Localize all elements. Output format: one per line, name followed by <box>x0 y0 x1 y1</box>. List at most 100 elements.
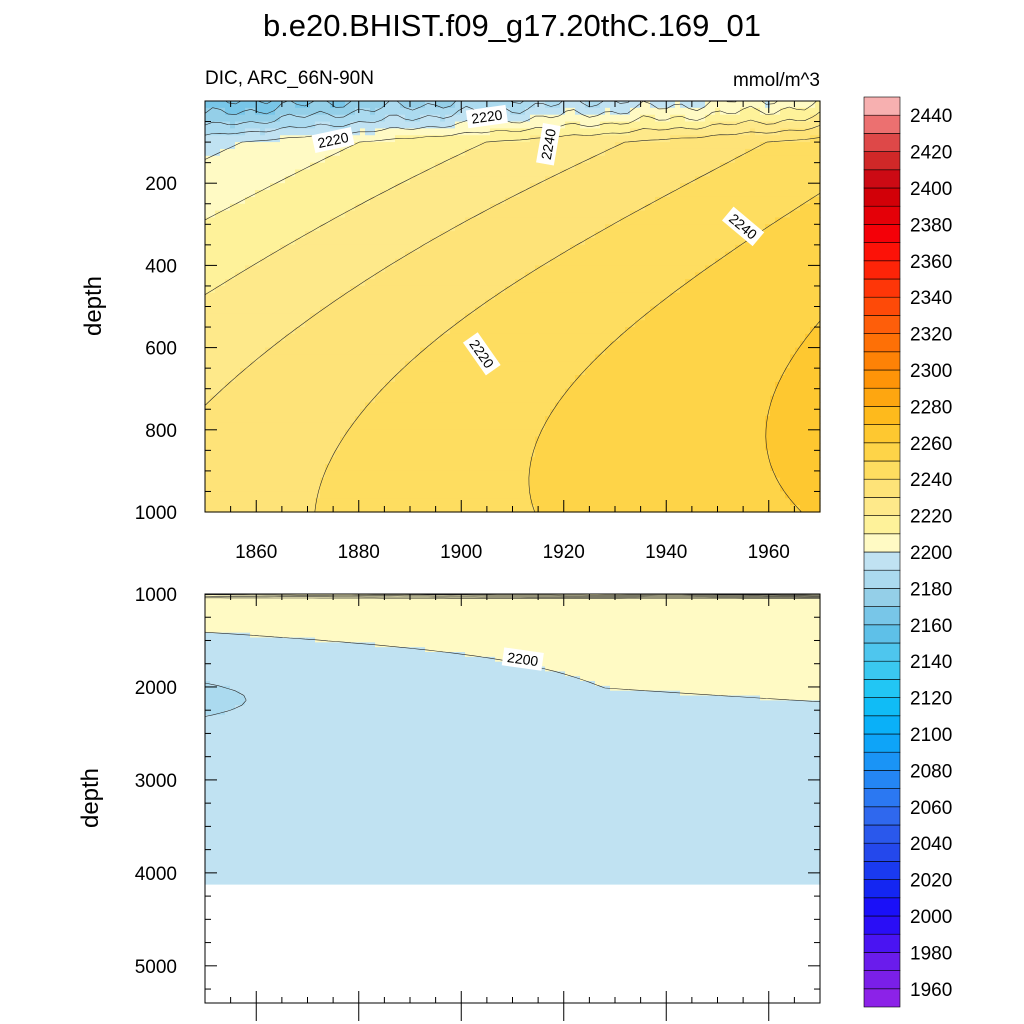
variable-region-label: DIC, ARC_66N-90N <box>205 68 374 89</box>
lower-panel: 2200 1000 2000 3000 4000 5000 <box>135 585 821 1021</box>
colorbar-box <box>863 187 901 207</box>
contour-label: 2220 <box>465 104 508 129</box>
contour-line-2260 <box>765 320 821 513</box>
colorbar-box <box>863 114 901 134</box>
x-tick-label: 1940 <box>645 542 687 563</box>
contour-label-text: 2240 <box>538 127 559 161</box>
contour-label: 2220 <box>311 127 355 153</box>
colorbar-box <box>863 733 901 753</box>
colorbar-label: 2020 <box>910 871 952 892</box>
y-axis: 1000 2000 3000 4000 5000 <box>135 585 820 990</box>
colorbar-box <box>863 533 901 553</box>
contour-label: 2200 <box>501 647 544 671</box>
contour-label-text: 2200 <box>506 649 539 669</box>
colorbar-box <box>863 624 901 644</box>
colorbar-box <box>863 133 901 152</box>
y-tick-label: 1000 <box>135 585 177 606</box>
x-tick-label: 1900 <box>440 542 482 563</box>
x-tick-label: 1920 <box>543 542 585 563</box>
colorbar-label: 2120 <box>910 689 952 710</box>
x-axis <box>204 594 821 1021</box>
colorbar-box <box>863 424 901 444</box>
contour-line-2240 <box>314 137 821 513</box>
y-tick-label: 3000 <box>135 771 177 792</box>
colorbar-label: 2380 <box>910 215 952 236</box>
contour-line-2230 <box>204 125 821 406</box>
colorbar-label: 2160 <box>910 616 952 637</box>
colorbar-box <box>863 842 901 862</box>
colorbar-label: 1960 <box>910 980 952 1001</box>
colorbar-box <box>863 460 901 480</box>
colorbar-box <box>863 478 901 498</box>
contour-line-2220 <box>204 111 821 296</box>
colorbar-box <box>863 988 901 1008</box>
colorbar-label: 2280 <box>910 397 952 418</box>
colorbar-box <box>863 278 901 298</box>
x-tick-label: 1860 <box>235 542 277 563</box>
colorbar-box <box>863 915 901 935</box>
colorbar-box <box>863 933 901 953</box>
contour-line-2250 <box>528 193 821 513</box>
contour-line-2220 <box>204 595 820 598</box>
y-axis: 200 400 600 800 1000 <box>135 100 820 524</box>
colorbar-box <box>863 642 901 662</box>
colorbar-label: 2000 <box>910 907 952 928</box>
colorbar-box <box>863 897 901 917</box>
colorbar-label: 2260 <box>910 434 952 455</box>
colorbar-box <box>863 406 901 425</box>
y-tick-label: 1000 <box>135 503 177 524</box>
colorbar-box <box>863 296 901 316</box>
colorbar-box <box>863 96 901 116</box>
colorbar-box <box>863 315 901 334</box>
x-tick-label: 1880 <box>338 542 380 563</box>
colorbar-box <box>863 770 901 789</box>
x-tick-label: 1960 <box>748 542 790 563</box>
contour-line-2210 <box>205 597 820 599</box>
contour-label-text: 2220 <box>470 106 503 126</box>
colorbar-box <box>863 788 901 808</box>
colorbar-box <box>863 169 901 189</box>
colorbar-box <box>863 333 901 353</box>
y-tick-label: 5000 <box>135 957 177 978</box>
y-tick-label: 200 <box>145 174 177 195</box>
y-tick-label: 400 <box>145 256 177 277</box>
colorbar-label: 2420 <box>910 143 952 164</box>
colorbar-label: 2080 <box>910 761 952 782</box>
colorbar-box <box>863 442 901 462</box>
contour-fill <box>205 101 821 513</box>
y-tick-label: 2000 <box>135 678 177 699</box>
contour-label-text: 2220 <box>316 129 350 151</box>
colorbar-label: 2340 <box>910 288 952 309</box>
contour-line-2200 <box>204 631 821 702</box>
figure-title: b.e20.BHIST.f09_g17.20thC.169_01 <box>263 8 761 43</box>
colorbar-box <box>863 151 901 171</box>
colorbar-label: 1980 <box>910 943 952 964</box>
y-tick-label: 4000 <box>135 864 177 885</box>
colorbar-label: 2180 <box>910 579 952 600</box>
colorbar-box <box>863 569 901 589</box>
contour-fill <box>205 594 821 885</box>
colorbar-label: 2440 <box>910 106 952 127</box>
colorbar-box <box>863 387 901 407</box>
colorbar-label: 2220 <box>910 507 952 528</box>
colorbar-box <box>863 606 901 626</box>
colorbar: 1960 1980 2000 2020 2040 2060 2080 2100 2120 2140… <box>863 96 952 1008</box>
contour-line-2230 <box>205 594 820 598</box>
colorbar-box <box>863 515 901 535</box>
colorbar-label: 2140 <box>910 652 952 673</box>
colorbar-box <box>863 879 901 899</box>
colorbar-box <box>863 497 901 516</box>
colorbar-box <box>863 861 901 880</box>
colorbar-label: 2400 <box>910 179 952 200</box>
colorbar-box <box>863 660 901 680</box>
colorbar-label: 2360 <box>910 252 952 273</box>
colorbar-label: 2240 <box>910 470 952 491</box>
colorbar-box <box>863 697 901 717</box>
contour-label: 2240 <box>536 122 561 166</box>
colorbar-box <box>863 369 901 389</box>
y-tick-label: 600 <box>145 339 177 360</box>
colorbar-box <box>863 588 901 607</box>
colorbar-label: 2300 <box>910 361 952 382</box>
colorbar-box <box>863 970 901 990</box>
